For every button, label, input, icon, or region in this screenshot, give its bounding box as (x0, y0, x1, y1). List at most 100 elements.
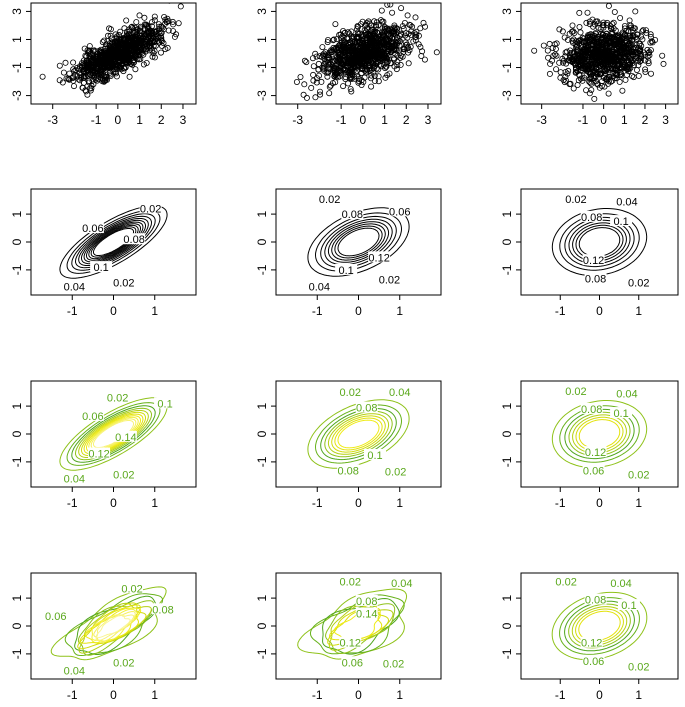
contour-label: 0.08 (356, 403, 377, 415)
y-tick-label: 1 (255, 36, 269, 43)
scatter-point (599, 34, 606, 41)
scatter-point (647, 47, 654, 54)
contour-line (572, 414, 627, 454)
panel-r1-c2: 0.02 0.04 0.08 0.1 0.12 0.08 0.02 -1 0 1 -1 0 1 (500, 188, 679, 318)
scatter-point (137, 47, 144, 54)
scatter-point (148, 39, 155, 46)
contour-label: 0.02 (383, 659, 404, 671)
scatter-point (379, 18, 386, 25)
x-tick-label: 0 (355, 496, 362, 510)
contour-label-bg (610, 407, 633, 419)
scatter-point (380, 51, 387, 58)
contour-label-bg (337, 464, 360, 476)
contour-label: 0.06 (583, 465, 604, 477)
contour-label: 0.02 (140, 204, 161, 216)
scatter-point (384, 72, 391, 79)
scatter-point (150, 39, 157, 46)
y-tick-label: 1 (500, 594, 514, 601)
scatter-point (556, 59, 563, 66)
scatter-point (324, 39, 331, 46)
scatter-point (575, 55, 582, 62)
contour-label-bg (152, 603, 174, 615)
scatter-point (327, 61, 334, 68)
scatter-point (354, 35, 361, 42)
contour-label-bg (308, 280, 331, 292)
contour-label-bg (388, 386, 411, 398)
contour-line (77, 600, 154, 656)
scatter-point (625, 27, 632, 34)
scatter-point (350, 36, 357, 43)
scatter-point (377, 50, 384, 57)
scatter-point (384, 3, 391, 8)
panel-r0-c0: -3 -1 0 1 2 3 -3 -1 1 3 (10, 2, 197, 127)
contour-label-bg (617, 599, 640, 611)
scatter-point (380, 18, 387, 25)
scatter-point (378, 7, 385, 14)
contour-label-bg (355, 607, 378, 619)
scatter-point (629, 60, 636, 67)
scatter-point (136, 47, 143, 54)
scatter-point (634, 54, 641, 61)
scatter-point (86, 78, 93, 85)
contour-label-bg (355, 401, 378, 413)
contour-label: 0.02 (340, 387, 361, 399)
contour-line (71, 213, 156, 271)
scatter-point (303, 94, 310, 101)
scatter-point (141, 14, 148, 21)
scatter-point (123, 41, 130, 48)
scatter-point (134, 39, 141, 46)
scatter-point (547, 60, 554, 67)
contour-label: 0.02 (107, 393, 128, 405)
contour-label: 0.08 (123, 234, 144, 246)
scatter-point (637, 52, 644, 59)
scatter-point (616, 50, 623, 57)
scatter-point (344, 29, 351, 36)
scatter-point (323, 69, 330, 76)
scatter-point (594, 81, 601, 88)
contour-label-bg (341, 208, 364, 220)
scatter-point (330, 36, 337, 43)
y-tick-label: -1 (10, 456, 24, 467)
x-tick-label: 0 (355, 688, 362, 702)
scatter-point (630, 48, 637, 55)
contour-label-bg (112, 656, 135, 668)
scatter-point (607, 25, 614, 32)
scatter-point (544, 47, 551, 54)
scatter-point (371, 72, 378, 79)
scatter-point (70, 59, 77, 66)
scatter-point (568, 55, 575, 62)
scatter-point (102, 56, 109, 63)
scatter-point (611, 41, 618, 48)
y-tick-label: -1 (255, 264, 269, 275)
scatter-point (146, 42, 153, 49)
scatter-point (373, 29, 380, 36)
x-tick-label: 0 (596, 688, 603, 702)
scatter-point (605, 90, 612, 97)
y-tick-label: 0 (500, 238, 514, 245)
scatter-point (353, 43, 360, 50)
contour-label: 0.04 (309, 282, 330, 294)
contour-label: 0.12 (585, 447, 606, 459)
scatter-point (623, 28, 630, 35)
scatter-point (151, 54, 158, 61)
scatter-point (324, 73, 331, 80)
scatter-point (570, 36, 577, 43)
scatter-point (591, 37, 598, 44)
scatter-point (137, 23, 144, 30)
contour-label-bg (90, 261, 113, 273)
scatter-point (642, 57, 649, 64)
scatter-point (594, 43, 601, 50)
contour-label-bg (63, 472, 86, 484)
contour-label-bg (112, 276, 135, 288)
contour-label-bg (555, 575, 578, 587)
scatter-point (129, 46, 136, 53)
contour-line (71, 405, 156, 463)
contour-label-bg (139, 202, 162, 214)
scatter-point (602, 49, 609, 56)
plot-frame (520, 2, 679, 105)
scatter-point (579, 77, 586, 84)
scatter-point (151, 13, 158, 20)
scatter-point (633, 67, 640, 74)
scatter-point (155, 33, 162, 40)
scatter-point (334, 50, 341, 57)
